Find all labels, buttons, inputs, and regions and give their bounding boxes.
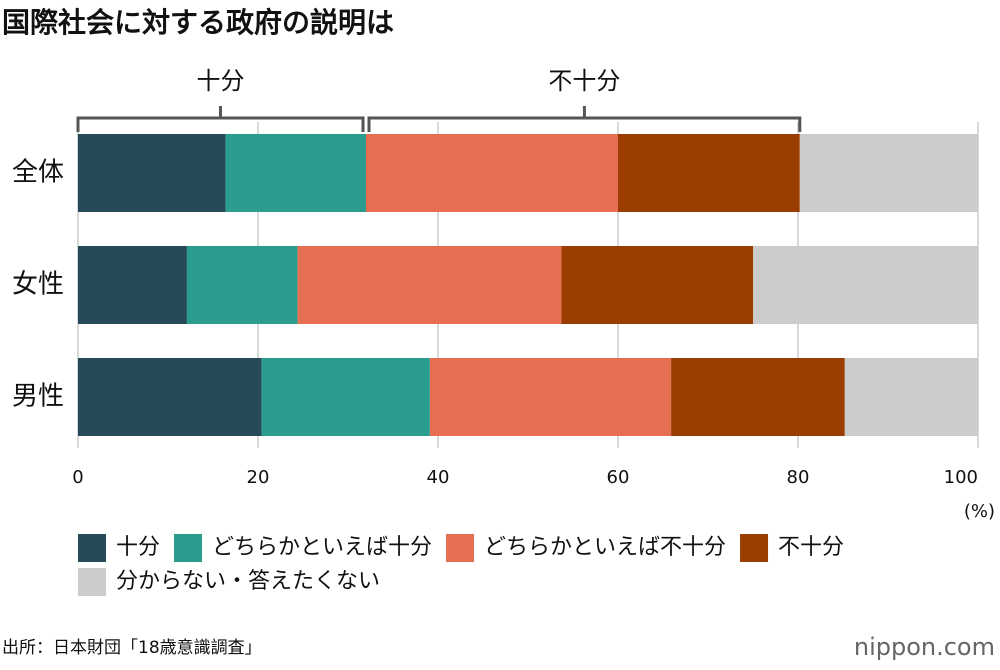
legend-label: どちらかといえば不十分	[484, 535, 726, 560]
bracket-label: 十分	[197, 67, 245, 95]
bar-segment	[297, 246, 562, 324]
bar-segment	[78, 358, 262, 436]
x-tick-label: 0	[72, 467, 83, 488]
chart-title: 国際社会に対する政府の説明は	[2, 6, 394, 39]
legend-label: どちらかといえば十分	[212, 535, 432, 560]
bar-segment	[753, 246, 978, 324]
bar-segment	[366, 134, 618, 212]
legend-swatch	[740, 534, 769, 562]
legend-swatch	[78, 534, 106, 562]
legend-label: 十分	[116, 535, 160, 560]
category-label: 男性	[12, 382, 64, 412]
bracket	[76, 106, 365, 132]
x-tick-label: 80	[787, 467, 810, 488]
category-label: 全体	[12, 158, 64, 188]
x-tick-label: 60	[607, 467, 630, 488]
bracket-label: 不十分	[548, 67, 620, 95]
bar-segment	[78, 246, 187, 324]
logo: nippon.com	[854, 633, 995, 661]
legend-swatch	[446, 534, 475, 562]
bar-segment	[799, 134, 978, 212]
x-tick-label: 40	[427, 467, 450, 488]
bar-segment	[671, 358, 845, 436]
legend-label: 不十分	[778, 535, 844, 560]
x-tick-label: 100	[944, 467, 978, 488]
legend-swatch	[78, 568, 106, 596]
legend-swatch	[174, 534, 203, 562]
bracket	[367, 106, 802, 132]
source: 出所：日本財団「18歳意識調査」	[2, 638, 262, 658]
bar-segment	[429, 358, 672, 436]
legend-label: 分からない・答えたくない	[116, 569, 380, 594]
bar-segment	[618, 134, 800, 212]
x-axis-label: (%)	[964, 501, 995, 522]
bar-segment	[225, 134, 366, 212]
bar-segment	[561, 246, 753, 324]
category-label: 女性	[12, 270, 64, 300]
bar-segment	[844, 358, 978, 436]
bar-segment	[186, 246, 298, 324]
bar-segment	[261, 358, 430, 436]
x-tick-label: 20	[247, 467, 270, 488]
bar-segment	[78, 134, 226, 212]
